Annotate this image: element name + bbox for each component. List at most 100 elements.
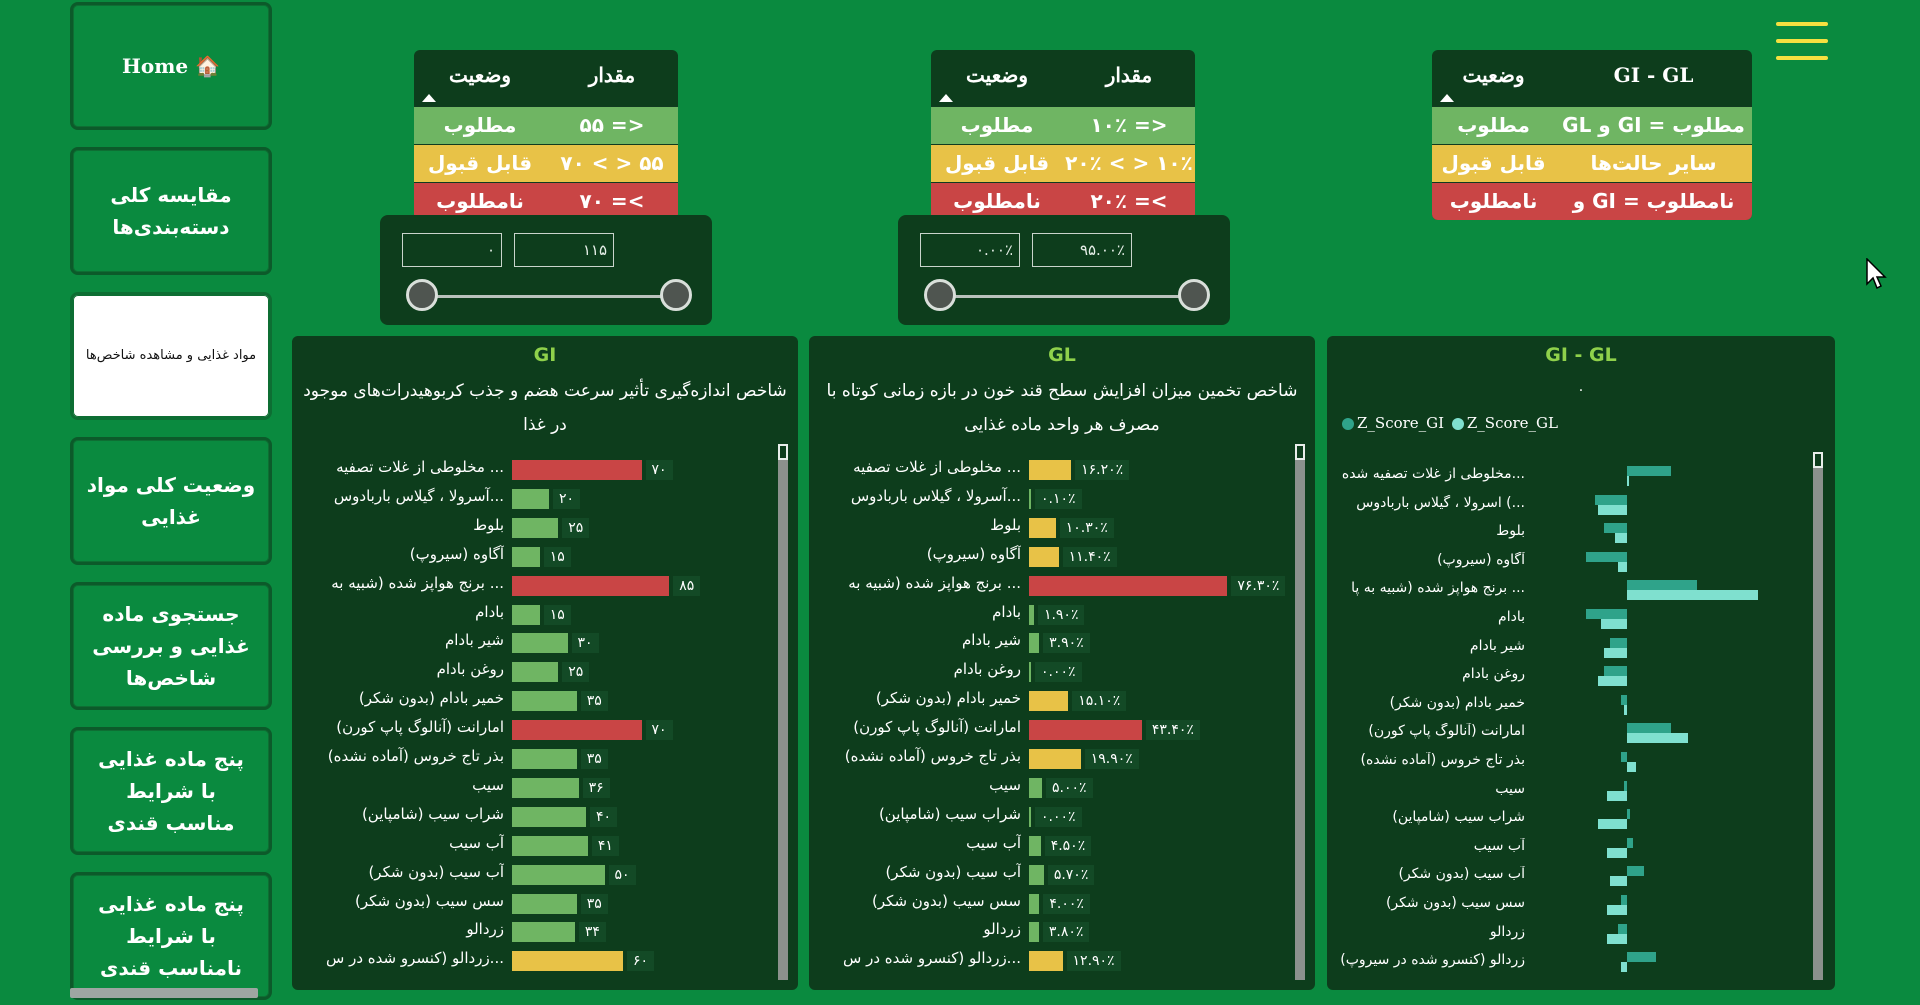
gi-bar[interactable]: [512, 517, 559, 538]
gl-bar[interactable]: [1029, 951, 1063, 972]
zscore-gi-bar[interactable]: [1621, 694, 1627, 705]
gl-bar[interactable]: [1029, 777, 1042, 798]
zscore-row-label[interactable]: شیر بادام: [1469, 637, 1525, 654]
zscore-gl-bar[interactable]: [1603, 647, 1627, 658]
zscore-gl-bar[interactable]: [1598, 819, 1627, 830]
gi-row-label[interactable]: ...زردالو (کنسرو شده در س: [326, 949, 504, 968]
zscore-gl-bar[interactable]: [1606, 933, 1627, 944]
gl-row-label[interactable]: سیب: [989, 775, 1021, 794]
nav-category-comparison[interactable]: مقایسه کلی دسته‌بندی‌ها: [70, 147, 272, 275]
zscore-gl-bar[interactable]: [1606, 790, 1627, 801]
gl-bar[interactable]: [1029, 835, 1041, 856]
zscore-row-label[interactable]: روغن بادام: [1462, 666, 1525, 683]
gl-row-label[interactable]: آگاوه (سیروپ): [926, 544, 1021, 563]
zscore-gi-bar[interactable]: [1627, 952, 1656, 963]
zscore-row-label[interactable]: امارانت (آنالوگ پاپ کورن): [1368, 723, 1525, 740]
zscore-row-label[interactable]: سس سیب (بدون شکر): [1385, 895, 1525, 911]
gl-row-label[interactable]: ... برنج هواپز شده (شبیه به: [848, 573, 1021, 592]
gl-min-input[interactable]: ۰.۰۰٪: [920, 233, 1020, 267]
gl-row-label[interactable]: بادام: [992, 602, 1021, 621]
zscore-row-label[interactable]: آب سیب (بدون شکر): [1398, 866, 1525, 883]
zscore-gi-bar[interactable]: [1609, 637, 1627, 648]
zscore-gl-bar[interactable]: [1600, 619, 1627, 629]
zscore-row-label[interactable]: زردالو (کنسرو شده در سیروپ): [1340, 952, 1525, 969]
gl-row-label[interactable]: سس سیب (بدون شکر): [872, 891, 1021, 910]
gl-row-label[interactable]: ...زردالو (کنسرو شده در س: [843, 949, 1021, 968]
zscore-gl-bar[interactable]: [1598, 676, 1627, 687]
gl-bar[interactable]: [1029, 806, 1031, 827]
zscore-gi-bar[interactable]: [1621, 752, 1627, 762]
gl-row-label[interactable]: آب سیب (بدون شکر): [885, 862, 1021, 881]
gi-bar[interactable]: [512, 575, 670, 596]
zscore-gl-bar[interactable]: [1627, 590, 1758, 601]
gi-row-label[interactable]: سس سیب (بدون شکر): [355, 891, 504, 910]
zscore-gl-bar[interactable]: [1618, 561, 1627, 572]
zscore-row-label[interactable]: زردالو: [1489, 923, 1525, 940]
zscore-gi-bar[interactable]: [1603, 666, 1627, 677]
col-status[interactable]: وضعیت: [1462, 63, 1525, 87]
zscore-gl-bar[interactable]: [1598, 504, 1627, 515]
gi-row-label[interactable]: شیر بادام: [444, 631, 504, 650]
gl-row-label[interactable]: شراب سیب (شامپاین): [878, 804, 1021, 823]
gi-bar[interactable]: [512, 720, 642, 741]
gl-scrollbar[interactable]: [1295, 444, 1305, 980]
gl-bar[interactable]: [1029, 488, 1031, 509]
gl-slider-min-handle[interactable]: [924, 279, 956, 311]
zscore-gi-bar[interactable]: [1627, 723, 1671, 734]
gi-row-label[interactable]: زردالو: [466, 920, 504, 939]
zscore-gl-bar[interactable]: [1627, 733, 1688, 744]
gi-row-label[interactable]: آب سیب: [449, 833, 504, 852]
col-status[interactable]: وضعیت: [966, 63, 1028, 87]
gi-bar[interactable]: [512, 546, 540, 567]
nav-top5-good[interactable]: پنج ماده غذایی با شرایط مناسب قندی: [70, 727, 272, 855]
gl-row-label[interactable]: شیر بادام: [961, 631, 1021, 650]
nav-food-indices[interactable]: مواد غذایی و مشاهده شاخص‌ها: [70, 292, 272, 420]
zscore-row-label[interactable]: ...) اسرولا ، گیلاس باربادوس: [1356, 494, 1525, 511]
gl-row-label[interactable]: خمیر بادام (بدون شکر): [875, 689, 1021, 708]
gl-bar[interactable]: [1029, 604, 1034, 625]
zscore-gi-bar[interactable]: [1603, 523, 1627, 534]
zscore-gl-bar[interactable]: [1609, 876, 1627, 887]
col-status[interactable]: وضعیت: [449, 63, 511, 87]
gl-bar[interactable]: [1029, 460, 1072, 480]
legend-label-gl[interactable]: Z_Score_GL: [1466, 414, 1558, 432]
zscore-gl-bar[interactable]: [1606, 847, 1627, 858]
zscore-gi-bar[interactable]: [1627, 580, 1697, 591]
zscore-gl-bar[interactable]: [1615, 533, 1627, 544]
gi-row-label[interactable]: ... برنج هواپز شده (شبیه به: [331, 573, 504, 592]
gl-bar[interactable]: [1029, 575, 1228, 596]
gi-slider-track[interactable]: [424, 295, 668, 298]
nav-food-search[interactable]: جستجوی ماده غذایی و بررسی شاخص‌ها: [70, 582, 272, 710]
zscore-gl-bar[interactable]: [1624, 704, 1627, 715]
gl-row-label[interactable]: ... مخلوطی از غلات تصفیه: [853, 458, 1021, 476]
gi-row-label[interactable]: بادام: [475, 602, 504, 621]
gi-bar[interactable]: [512, 488, 549, 509]
gi-bar[interactable]: [512, 777, 579, 798]
zscore-row-label[interactable]: شراب سیب (شامپاین): [1392, 809, 1525, 826]
gi-row-label[interactable]: آب سیب (بدون شکر): [368, 862, 504, 881]
gl-bar[interactable]: [1029, 864, 1044, 885]
zscore-row-label[interactable]: ...مخلوطی از غلات تصفیه شده: [1341, 466, 1525, 482]
gi-bar[interactable]: [512, 749, 577, 769]
gi-bar[interactable]: [512, 922, 575, 943]
gi-row-label[interactable]: شراب سیب (شامپاین): [361, 804, 504, 823]
gi-bar[interactable]: [512, 662, 559, 683]
gl-bar[interactable]: [1029, 662, 1031, 683]
gl-slider-track[interactable]: [942, 295, 1186, 298]
gl-bar[interactable]: [1029, 546, 1059, 567]
gi-row-label[interactable]: ... مخلوطی از غلات تصفیه: [336, 458, 504, 476]
gl-bar[interactable]: [1029, 691, 1069, 712]
gl-row-label[interactable]: امارانت (آنالوگ پاپ کورن): [853, 718, 1021, 737]
nav-food-status[interactable]: وضعیت کلی مواد غذایی: [70, 437, 272, 565]
gl-slider-max-handle[interactable]: [1178, 279, 1210, 311]
zscore-gl-bar[interactable]: [1606, 905, 1627, 915]
gi-row-label[interactable]: بذر تاج خروس (آماده نشده): [327, 747, 504, 765]
nav-home-button[interactable]: 🏠 Home: [70, 2, 272, 130]
zscore-row-label[interactable]: سیب: [1495, 780, 1525, 797]
zscore-row-label[interactable]: ... برنج هواپز شده (شبیه به پا: [1351, 580, 1525, 597]
zscore-row-label[interactable]: خمیر بادام (بدون شکر): [1389, 694, 1525, 711]
nav-top5-bad[interactable]: پنج ماده غذایی با شرایط نامناسب قندی: [70, 872, 272, 1000]
zscore-gi-bar[interactable]: [1621, 895, 1627, 905]
gl-row-label[interactable]: بلوط: [990, 515, 1021, 534]
zscore-gi-bar[interactable]: [1618, 923, 1627, 934]
